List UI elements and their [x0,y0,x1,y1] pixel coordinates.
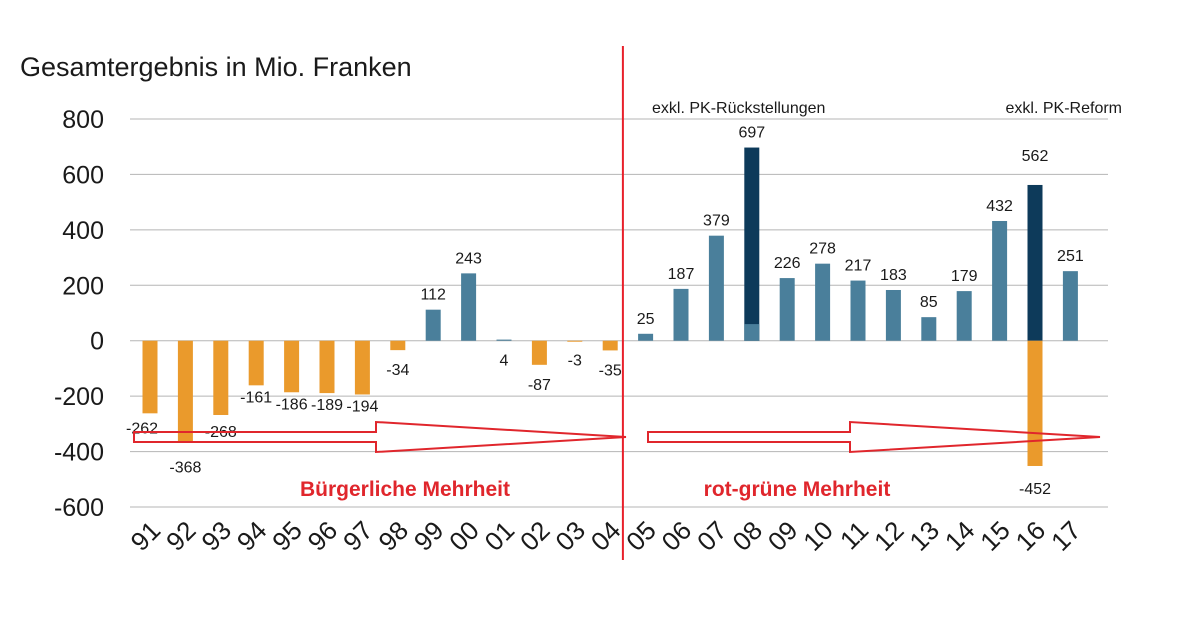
bar-98 [390,340,406,351]
bar-16 [1027,184,1043,341]
data-label-06: 187 [668,266,695,283]
y-tick-label: -200 [54,383,104,411]
data-label-17: 251 [1057,248,1084,265]
bar-04 [602,340,618,351]
x-axis-ticks: 9192939495969798990001020304050607080910… [125,515,1087,557]
data-label-16: 562 [1022,148,1049,165]
overlay-bar-08 [744,324,760,341]
bar-00 [461,273,477,341]
data-label-07: 379 [703,213,730,230]
bar-11 [850,280,866,341]
bar-93 [213,340,229,415]
data-labels: -262-368-268-161 -186 -189 -194-341122434-8… [126,125,1084,498]
data-label-99: 112 [420,287,446,304]
bar-08 [744,147,760,341]
data-label-05: 25 [637,311,655,328]
bar-12 [885,289,901,341]
arrow-buergerliche-mehrheit [133,420,627,454]
data-label-09: 226 [774,255,801,272]
bar-13 [921,317,937,341]
bar-02 [531,340,547,365]
bar-97 [354,340,370,395]
bar-91 [142,340,158,414]
data-label-00: 243 [455,250,482,267]
data-label-15: 432 [986,198,1013,215]
bars [142,147,1078,466]
bar-06 [673,288,689,341]
bar-01 [496,339,512,341]
data-label-12: 183 [880,267,907,284]
y-tick-label: 800 [62,106,104,134]
arrow-rot-gruene-mehrheit [647,420,1101,454]
annotations: exkl. PK-Rückstellungen exkl. PK-Reform [652,100,1122,117]
data-label-14: 179 [951,268,978,285]
data-label-92: -368 [169,460,201,477]
bar-09 [779,278,795,341]
bar-96 [319,340,335,394]
bar-17 [1062,271,1078,341]
bar-94 [248,340,264,386]
data-label-01: 4 [500,353,509,370]
data-label-95: -186 [276,396,308,413]
bar-14 [956,291,972,341]
data-label-04: -35 [599,362,622,379]
data-label-10: 278 [809,241,836,258]
annotation-08: exkl. PK-Rückstellungen [652,100,825,117]
y-tick-label: -400 [54,439,104,467]
bar-10 [815,263,831,341]
y-tick-label: 600 [62,161,104,189]
data-label-91: -262 [126,420,158,437]
bar-15 [992,220,1008,341]
data-label-11: 217 [845,258,872,275]
x-tick-label-10: 10 [797,515,839,557]
y-tick-label: 0 [90,328,104,356]
data-label-03: -3 [568,353,582,370]
y-axis-ticks: 800 600 400 200 0 -200 -400 -600 [54,106,104,522]
data-label-02: -87 [528,377,551,394]
era-arrows [133,420,1101,454]
data-label-13: 85 [920,294,938,311]
era-label-0: Bürgerliche Mehrheit [300,478,510,501]
bar-92 [177,340,193,443]
data-label-08: 697 [738,125,765,142]
bar-95 [284,340,300,393]
x-tick-label-17: 17 [1045,515,1087,557]
chart-title: Gesamtergebnis in Mio. Franken [20,52,412,82]
data-label-overlay-16: -452 [1019,481,1051,498]
era-labels: Bürgerliche Mehrheit rot-grüne Mehrheit [300,478,890,501]
data-label-97: -194 [346,398,378,415]
overlay-bar-16 [1027,340,1043,466]
annotation-16: exkl. PK-Reform [1006,100,1122,117]
bar-05 [638,333,654,341]
y-tick-label: -600 [54,494,104,522]
bar-99 [425,309,441,341]
bar-03 [567,340,583,342]
y-tick-label: 200 [62,272,104,300]
y-tick-label: 400 [62,217,104,245]
data-label-98: -34 [386,362,409,379]
data-label-94: -161 [240,389,272,406]
era-label-1: rot-grüne Mehrheit [704,478,891,501]
data-label-96: -189 [311,397,343,414]
bar-07 [708,235,724,341]
